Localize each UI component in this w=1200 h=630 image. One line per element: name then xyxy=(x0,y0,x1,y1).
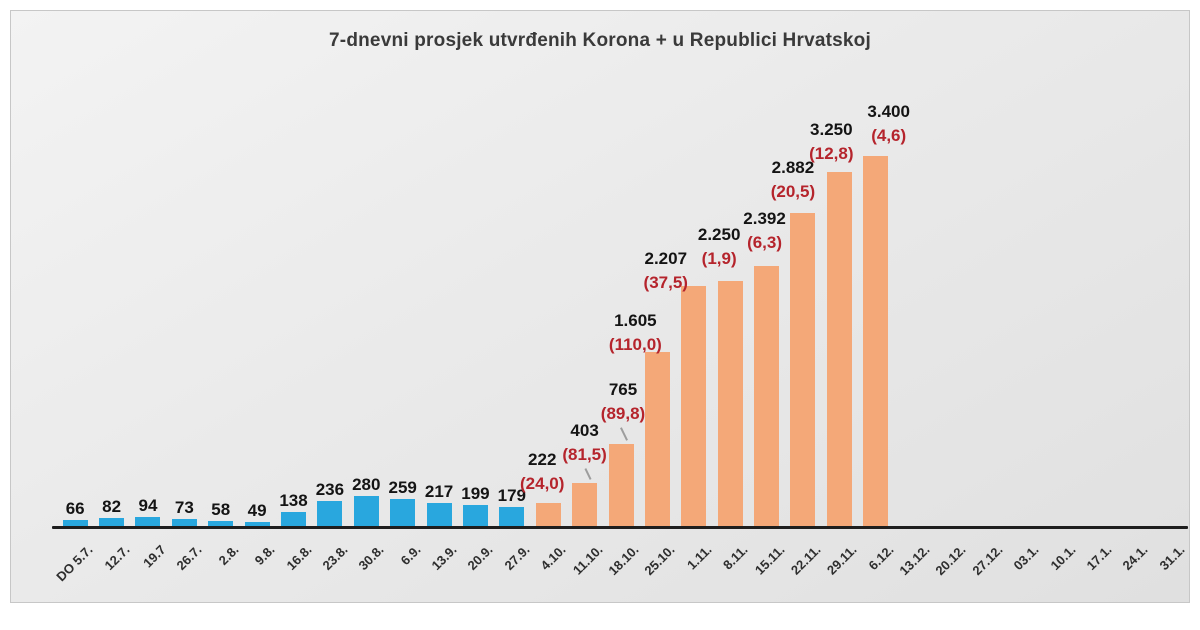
bar xyxy=(62,520,88,527)
bar-value-label: 3.250 xyxy=(810,120,853,139)
bar xyxy=(426,503,452,527)
bar xyxy=(317,501,343,527)
bar-percent-label: (12,8) xyxy=(809,144,854,163)
bar xyxy=(644,352,670,527)
bar xyxy=(390,499,416,527)
bar xyxy=(171,519,197,527)
bar xyxy=(717,281,743,527)
bar xyxy=(208,521,234,527)
bar-value-label: 138 xyxy=(279,491,308,510)
bar xyxy=(535,503,561,527)
bar-value-label: 2.882 xyxy=(771,158,815,177)
bar xyxy=(790,213,816,527)
bar-value-label: 66 xyxy=(65,499,85,518)
bar xyxy=(353,496,379,527)
chart-title: 7-dnevni prosjek utvrđenih Korona + u Re… xyxy=(329,30,871,51)
bar-value-label: 58 xyxy=(211,500,231,519)
bar-value-label: 259 xyxy=(388,478,417,497)
bar-value-label: 2.250 xyxy=(697,225,741,244)
bar-value-label: 179 xyxy=(497,486,527,505)
bar-percent-label: (81,5) xyxy=(562,445,607,464)
bar-value-label: 49 xyxy=(247,501,267,520)
bar-value-label: 1.605 xyxy=(614,311,657,330)
bar-value-label: 94 xyxy=(138,496,158,515)
bar-percent-label: (1,9) xyxy=(701,249,737,268)
bar xyxy=(281,512,307,527)
bar xyxy=(572,483,598,527)
bar xyxy=(826,172,852,527)
bar-percent-label: (6,3) xyxy=(747,233,783,252)
bar-value-label: 73 xyxy=(174,498,194,517)
bar-value-label: 199 xyxy=(461,484,490,503)
bar-value-label: 222 xyxy=(528,450,557,469)
bar-value-label: 280 xyxy=(352,475,381,494)
bar xyxy=(608,444,634,527)
plot-area: 66 82 94 73 58 49 138 236 280 259 217 199 179 222 (24,… xyxy=(52,102,1188,584)
bar-value-label: 2.392 xyxy=(743,209,786,228)
bar xyxy=(135,517,161,527)
bar-percent-label: (20,5) xyxy=(770,182,816,201)
bar xyxy=(462,505,488,527)
bar-percent-label: (4,6) xyxy=(871,126,907,145)
bar xyxy=(863,156,889,527)
bar-percent-label: (37,5) xyxy=(643,273,688,292)
bar-percent-label: (110,0) xyxy=(608,335,662,354)
bar-value-label: 3.400 xyxy=(867,102,910,121)
bar xyxy=(244,522,270,527)
chart-panel xyxy=(10,10,1190,603)
bar-value-label: 765 xyxy=(608,380,638,399)
bar-value-label: 217 xyxy=(424,482,454,501)
bar-value-label: 236 xyxy=(315,480,345,499)
bar-percent-label: (89,8) xyxy=(600,404,646,423)
bar-value-label: 2.207 xyxy=(644,249,688,268)
bar xyxy=(681,286,707,527)
bar xyxy=(499,507,525,527)
x-axis-line xyxy=(52,526,1188,529)
bar-value-label: 403 xyxy=(570,421,599,440)
bar-value-label: 82 xyxy=(102,497,122,516)
bar-percent-label: (24,0) xyxy=(520,474,565,493)
bar xyxy=(754,266,780,527)
bar xyxy=(99,518,125,527)
